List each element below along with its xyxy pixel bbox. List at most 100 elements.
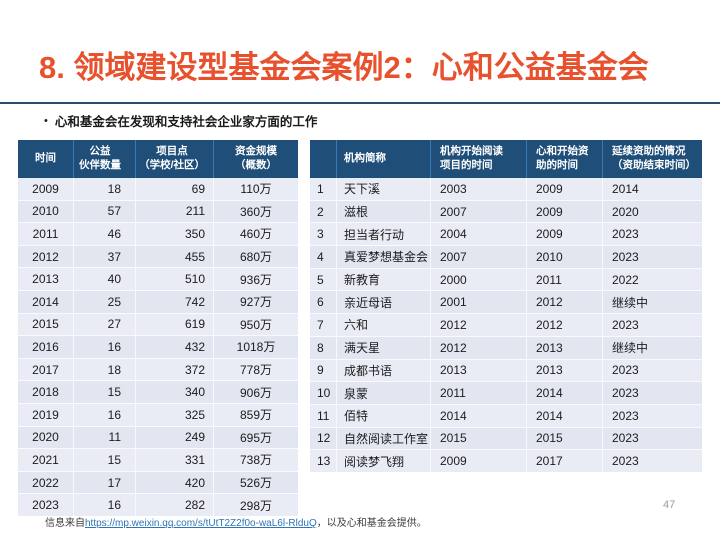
table-cell: 372 xyxy=(135,358,213,381)
table-cell: 13 xyxy=(317,454,331,469)
table-cell: 526万 xyxy=(213,471,298,494)
table-cell: 5 xyxy=(317,272,324,287)
table-cell: 2012 xyxy=(526,291,602,314)
table-cell: 2013 xyxy=(430,359,526,382)
bullet-text: 心和基金会在发现和支持社会企业家方面的工作 xyxy=(54,115,318,129)
table-cell: 110万 xyxy=(213,178,298,200)
table-cell: 2000 xyxy=(430,268,526,291)
table-cell: 2014 xyxy=(602,178,702,200)
table-row: 7 六和 2012 2012 2023 xyxy=(310,313,702,336)
table-cell: 2012 xyxy=(430,314,526,336)
table-row: 2012 37 455 680万 xyxy=(18,244,298,268)
table-cell: 2010 xyxy=(526,246,602,268)
source-prefix: 信息来自 xyxy=(45,518,85,529)
table-row: 4 真爱梦想基金会 2007 2010 2023 xyxy=(310,245,702,268)
table-row: 5 新教育 2000 2011 2022 xyxy=(310,267,702,291)
table-cell: 37 xyxy=(73,245,135,268)
table-cell: 2018 xyxy=(32,385,59,400)
table-cell: 950万 xyxy=(213,313,298,336)
table-cell: 25 xyxy=(73,290,135,313)
table-cell: 432 xyxy=(135,336,213,358)
table-row: 2015 27 619 950万 xyxy=(18,312,298,336)
table-cell: 680万 xyxy=(213,245,298,268)
table-cell: 2011 xyxy=(526,268,602,291)
column-header-partner-count: 公益 伙伴数量 xyxy=(73,140,135,178)
table-cell: 15 xyxy=(73,381,135,403)
table-cell: 46 xyxy=(73,223,135,245)
table-row: 2018 15 340 906万 xyxy=(18,380,298,403)
table-cell: 18 xyxy=(73,178,135,200)
table-row: 13 阅读梦飞翔 2009 2017 2023 xyxy=(310,449,702,472)
table-row: 2011 46 350 460万 xyxy=(18,222,298,245)
table-cell: 2016 xyxy=(32,339,59,354)
table-cell: 2004 xyxy=(430,223,526,246)
table-row: 8 满天星 2012 2013 继续中 xyxy=(310,335,702,359)
table-cell: 2019 xyxy=(32,407,59,422)
table-cell: 2012 xyxy=(526,314,602,336)
table-cell: 继续中 xyxy=(602,291,702,314)
table-cell: 927万 xyxy=(213,290,298,313)
table-cell: 695万 xyxy=(213,426,298,449)
table-cell: 2009 xyxy=(526,178,602,200)
table-row: 2009 18 69 110万 xyxy=(18,178,298,200)
table-cell: 真爱梦想基金会 xyxy=(336,246,430,268)
table-row: 10 泉蒙 2011 2014 2023 xyxy=(310,381,702,404)
table-cell: 9 xyxy=(317,363,324,378)
table-cell: 40 xyxy=(73,268,135,290)
table-cell: 2023 xyxy=(602,246,702,268)
source-note: 信息来自https://mp.weixin.qq.com/s/tUtT2Z2f0… xyxy=(45,514,427,529)
table-cell: 11 xyxy=(317,408,330,423)
source-link[interactable]: https://mp.weixin.qq.com/s/tUtT2Z2f0o-wa… xyxy=(85,518,317,529)
table-cell: 2014 xyxy=(526,404,602,427)
table-cell: 4 xyxy=(317,249,324,264)
table-cell: 2003 xyxy=(430,178,526,200)
bullet-icon: • xyxy=(44,114,48,127)
table-cell: 2013 xyxy=(526,336,602,359)
table-cell: 2017 xyxy=(32,362,59,377)
table-cell: 350 xyxy=(135,223,213,245)
table-cell: 2011 xyxy=(32,226,59,241)
table-cell: 325 xyxy=(135,403,213,426)
table-cell: 担当者行动 xyxy=(336,223,430,246)
table-cell: 510 xyxy=(135,268,213,290)
table-cell: 2007 xyxy=(430,246,526,268)
table-cell: 佰特 xyxy=(336,404,430,427)
table-cell: 10 xyxy=(317,386,331,401)
table-cell: 298万 xyxy=(213,494,298,516)
table-cell: 360万 xyxy=(213,200,298,223)
table-cell: 2023 xyxy=(602,382,702,404)
table-cell: 2017 xyxy=(526,450,602,472)
table-cell: 2012 xyxy=(430,336,526,359)
table-cell: 420 xyxy=(135,471,213,494)
table-cell: 2009 xyxy=(430,450,526,472)
table-row: 2022 17 420 526万 xyxy=(18,470,298,494)
table-row: 2019 16 325 859万 xyxy=(18,402,298,426)
table-cell: 738万 xyxy=(213,449,298,471)
table-header-row: 时间 公益 伙伴数量 项目点 （学校/社区） 资金规模 （概数） xyxy=(18,140,298,178)
table-cell: 六和 xyxy=(336,314,430,336)
table-cell: 282 xyxy=(135,494,213,516)
table-cell: 27 xyxy=(73,313,135,336)
table-cell: 455 xyxy=(135,245,213,268)
table-cell: 742 xyxy=(135,290,213,313)
column-header-grant-start: 心和开始资 助的时间 xyxy=(526,140,602,178)
table-cell: 340 xyxy=(135,381,213,403)
bullet-line: • 心和基金会在发现和支持社会企业家方面的工作 xyxy=(44,111,317,130)
page-number: 47 xyxy=(663,499,676,511)
table-cell: 2014 xyxy=(32,294,59,309)
table-cell: 2023 xyxy=(32,498,59,513)
table-row: 2 滋根 2007 2009 2020 xyxy=(310,199,702,223)
table-cell: 亲近母语 xyxy=(336,291,430,314)
table-cell: 2023 xyxy=(602,450,702,472)
table-cell: 3 xyxy=(317,227,324,242)
table-cell: 15 xyxy=(73,449,135,471)
table-cell: 8 xyxy=(317,340,324,355)
table-cell: 2021 xyxy=(32,452,59,467)
partners-funding-table: 时间 公益 伙伴数量 项目点 （学校/社区） 资金规模 （概数） 2009 18 6… xyxy=(18,140,298,516)
table-cell: 2015 xyxy=(430,427,526,450)
table-row: 2020 11 249 695万 xyxy=(18,425,298,449)
table-cell: 2022 xyxy=(32,475,59,490)
column-header-grant-status: 延续资助的情况 （资助结束时间） xyxy=(602,140,702,178)
table-row: 1 天下溪 2003 2009 2014 xyxy=(310,178,702,200)
